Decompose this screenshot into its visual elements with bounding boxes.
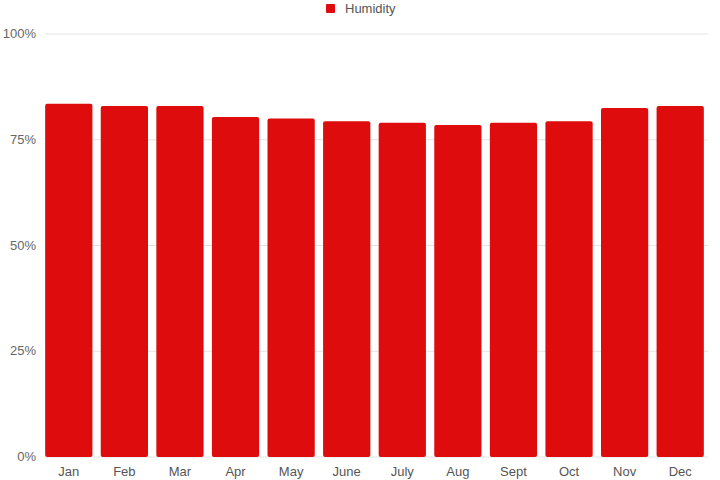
x-tick-label: Oct (559, 464, 580, 479)
bar (212, 117, 259, 457)
x-tick-label: Feb (113, 464, 135, 479)
bar (45, 104, 92, 457)
legend: Humidity (326, 1, 396, 16)
x-tick-label: June (333, 464, 361, 479)
legend-label: Humidity (345, 1, 396, 16)
x-tick-label: Mar (169, 464, 192, 479)
bar (101, 106, 148, 457)
x-tick-label: Dec (669, 464, 693, 479)
legend-swatch (326, 4, 335, 13)
bar (601, 108, 648, 457)
bar (379, 123, 426, 457)
x-tick-label: Sept (500, 464, 527, 479)
y-tick-label: 50% (10, 238, 36, 253)
y-tick-label: 0% (17, 449, 36, 464)
x-tick-label: May (279, 464, 304, 479)
x-tick-label: Aug (446, 464, 469, 479)
bar (545, 121, 592, 457)
x-tick-label: July (391, 464, 415, 479)
grid-line (45, 34, 708, 35)
y-tick-label: 25% (10, 343, 36, 358)
x-tick-label: Jan (58, 464, 79, 479)
bar (323, 121, 370, 457)
bar (657, 106, 704, 457)
bar (434, 125, 481, 457)
x-tick-label: Apr (225, 464, 246, 479)
x-tick-label: Nov (613, 464, 637, 479)
bars (45, 104, 704, 457)
bar (156, 106, 203, 457)
bar (268, 119, 315, 457)
y-tick-label: 75% (10, 132, 36, 147)
bar (490, 123, 537, 457)
y-tick-label: 100% (3, 26, 37, 41)
chart: 0% 25% 50% 75% 100% Jan Feb Mar Apr May June July Au… (0, 0, 720, 480)
